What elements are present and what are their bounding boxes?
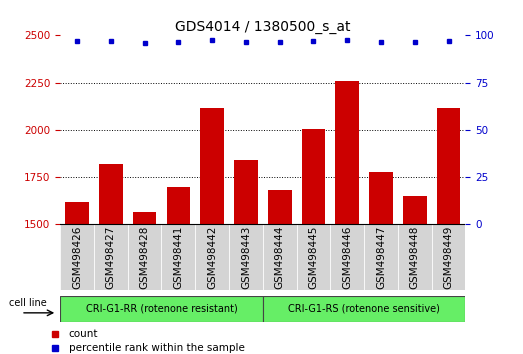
Text: GSM498443: GSM498443: [241, 225, 251, 289]
Bar: [263, 224, 297, 290]
Text: GSM498447: GSM498447: [376, 225, 386, 289]
Text: count: count: [69, 329, 98, 339]
Text: cell line: cell line: [9, 298, 47, 308]
Bar: [335, 81, 359, 224]
Text: GSM498446: GSM498446: [342, 225, 353, 289]
Text: GSM498441: GSM498441: [173, 225, 184, 289]
Text: GSM498426: GSM498426: [72, 225, 82, 289]
Text: GSM498427: GSM498427: [106, 225, 116, 289]
Bar: [364, 224, 398, 290]
Bar: [65, 202, 89, 224]
Text: GSM498445: GSM498445: [309, 225, 319, 289]
Bar: [431, 224, 465, 290]
Text: GSM498444: GSM498444: [275, 225, 285, 289]
Bar: [268, 190, 291, 224]
Text: GSM498448: GSM498448: [410, 225, 420, 289]
Bar: [94, 224, 128, 290]
Bar: [263, 296, 465, 322]
Bar: [234, 160, 258, 224]
Bar: [128, 224, 162, 290]
Bar: [60, 296, 263, 322]
Bar: [60, 224, 94, 290]
Text: GSM498428: GSM498428: [140, 225, 150, 289]
Bar: [133, 212, 156, 224]
Bar: [162, 224, 195, 290]
Text: percentile rank within the sample: percentile rank within the sample: [69, 343, 244, 353]
Text: CRI-G1-RS (rotenone sensitive): CRI-G1-RS (rotenone sensitive): [288, 304, 440, 314]
Bar: [369, 172, 393, 224]
Bar: [297, 224, 331, 290]
Bar: [200, 108, 224, 224]
Bar: [99, 164, 122, 224]
Bar: [398, 224, 431, 290]
Bar: [195, 224, 229, 290]
Bar: [166, 187, 190, 224]
Bar: [229, 224, 263, 290]
Bar: [302, 129, 325, 224]
Bar: [331, 224, 364, 290]
Title: GDS4014 / 1380500_s_at: GDS4014 / 1380500_s_at: [175, 21, 350, 34]
Text: CRI-G1-RR (rotenone resistant): CRI-G1-RR (rotenone resistant): [86, 304, 237, 314]
Text: GSM498442: GSM498442: [207, 225, 217, 289]
Bar: [403, 196, 427, 224]
Text: GSM498449: GSM498449: [444, 225, 453, 289]
Bar: [437, 108, 460, 224]
